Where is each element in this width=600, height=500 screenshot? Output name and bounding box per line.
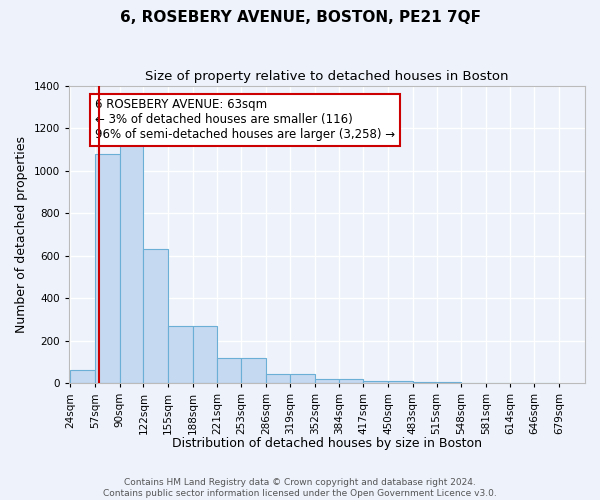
Text: 6 ROSEBERY AVENUE: 63sqm
← 3% of detached houses are smaller (116)
96% of semi-d: 6 ROSEBERY AVENUE: 63sqm ← 3% of detache… [95, 98, 395, 142]
Y-axis label: Number of detached properties: Number of detached properties [15, 136, 28, 333]
Bar [315, 379, 339, 383]
Bar [364, 381, 388, 383]
Text: 6, ROSEBERY AVENUE, BOSTON, PE21 7QF: 6, ROSEBERY AVENUE, BOSTON, PE21 7QF [119, 10, 481, 25]
Bar [193, 326, 217, 383]
Bar [119, 136, 143, 383]
Bar [168, 326, 193, 383]
Bar [217, 358, 241, 383]
Bar [266, 374, 290, 383]
Bar [70, 370, 95, 383]
Title: Size of property relative to detached houses in Boston: Size of property relative to detached ho… [145, 70, 509, 83]
Bar [95, 154, 119, 383]
X-axis label: Distribution of detached houses by size in Boston: Distribution of detached houses by size … [172, 437, 482, 450]
Text: Contains HM Land Registry data © Crown copyright and database right 2024.
Contai: Contains HM Land Registry data © Crown c… [103, 478, 497, 498]
Bar [437, 382, 461, 383]
Bar [388, 381, 413, 383]
Bar [241, 358, 266, 383]
Bar [413, 382, 437, 383]
Bar [290, 374, 315, 383]
Bar [143, 249, 168, 383]
Bar [339, 379, 364, 383]
